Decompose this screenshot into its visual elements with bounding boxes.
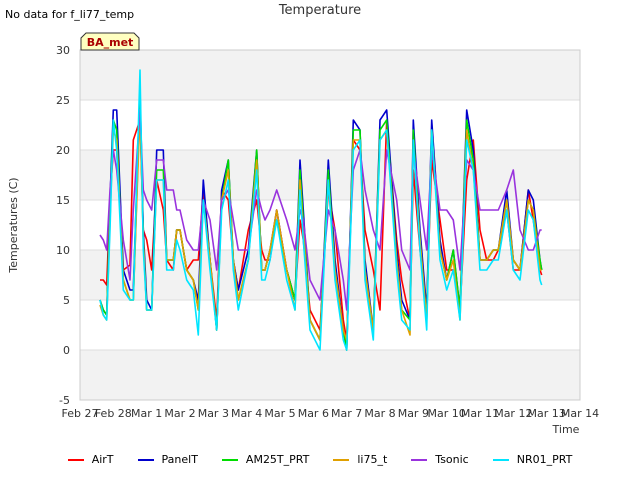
- legend-swatch: [492, 458, 509, 461]
- legend-label: NR01_PRT: [516, 453, 573, 466]
- x-tick-label: Mar 11: [461, 407, 499, 420]
- grid-band: [80, 250, 580, 300]
- y-axis-label: Temperatures (C): [7, 177, 20, 273]
- x-tick-label: Mar 13: [528, 407, 566, 420]
- legend-label: AirT: [91, 453, 114, 466]
- x-tick-label: Mar 12: [494, 407, 532, 420]
- legend-swatch: [137, 458, 154, 461]
- x-tick-label: Mar 2: [164, 407, 195, 420]
- y-tick-label: 0: [63, 344, 70, 357]
- legend-item: Tsonic: [411, 453, 469, 466]
- x-tick-label: Mar 9: [398, 407, 429, 420]
- legend-swatch: [221, 458, 238, 461]
- legend-label: Tsonic: [435, 453, 469, 466]
- x-tick-label: Mar 3: [198, 407, 229, 420]
- grid-band: [80, 350, 580, 400]
- x-tick-label: Mar 8: [364, 407, 395, 420]
- y-tick-label: 25: [56, 94, 70, 107]
- legend-swatch: [333, 458, 350, 461]
- x-tick-label: Mar 5: [264, 407, 295, 420]
- chart-title: Temperature: [278, 3, 362, 18]
- y-tick-label: 15: [56, 194, 70, 207]
- badge-box: [80, 32, 140, 51]
- legend-swatch: [411, 458, 428, 461]
- legend-item: AM25T_PRT: [221, 453, 310, 466]
- x-tick-label: Mar 7: [331, 407, 362, 420]
- legend-item: li75_t: [333, 453, 387, 466]
- x-tick-label: Mar 10: [428, 407, 466, 420]
- series-line-NR01_PRT: [99, 69, 543, 351]
- plot-border: [79, 49, 581, 401]
- no-data-note: No data for f_li77_temp: [5, 8, 135, 21]
- legend-item: PanelT: [137, 453, 198, 466]
- legend-item: NR01_PRT: [492, 453, 573, 466]
- grid-band: [80, 50, 580, 100]
- legend-swatch: [67, 458, 84, 461]
- y-tick-label: 20: [56, 144, 70, 157]
- y-tick-label: 5: [63, 294, 70, 307]
- x-tick-label: Mar 14: [561, 407, 599, 420]
- legend-label: li75_t: [357, 453, 388, 466]
- y-tick-label: -5: [59, 394, 70, 407]
- x-tick-label: Mar 6: [298, 407, 329, 420]
- x-tick-label: Mar 1: [131, 407, 162, 420]
- x-axis-label: Time: [552, 423, 580, 436]
- legend: AirT PanelT AM25T_PRT li75_t Tsonic NR01_PRT: [0, 453, 640, 466]
- badge-label: BA_met: [87, 36, 134, 49]
- legend-label: AM25T_PRT: [245, 453, 310, 466]
- x-tick-label: Mar 4: [231, 407, 262, 420]
- y-tick-label: 10: [56, 244, 70, 257]
- x-tick-label: Feb 28: [95, 407, 132, 420]
- x-tick-label: Feb 27: [62, 407, 99, 420]
- y-tick-label: 30: [56, 44, 70, 57]
- legend-label: PanelT: [161, 453, 198, 466]
- legend-item: AirT: [67, 453, 114, 466]
